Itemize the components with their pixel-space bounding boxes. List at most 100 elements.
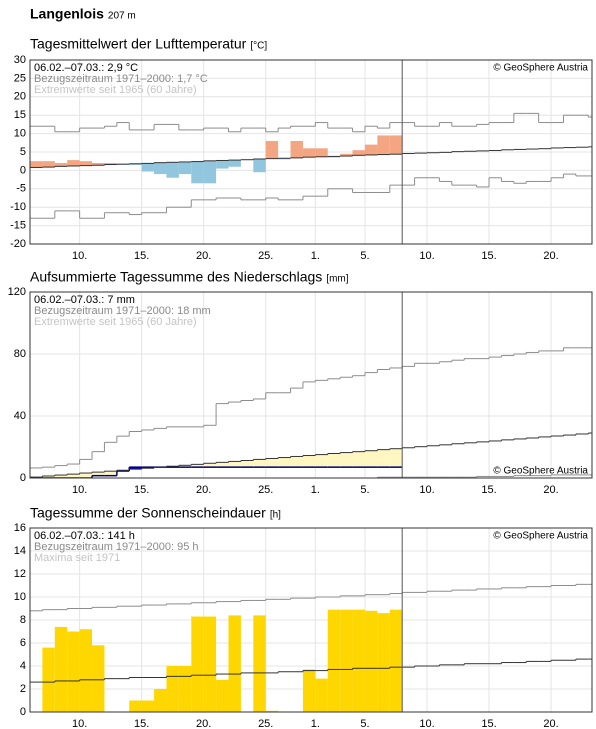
- x-tick-label: 1.: [311, 718, 320, 729]
- anomaly-bar: [79, 161, 93, 166]
- anomaly-bar: [377, 135, 390, 155]
- bar: [302, 669, 316, 712]
- anomaly-bar: [166, 162, 179, 178]
- chart-panel: Tagessumme der Sonnenscheindauer [h] 0 2 4 6 8…: [14, 505, 593, 729]
- station-elevation: 207 m: [108, 11, 136, 22]
- bar: [253, 615, 266, 712]
- anomaly-bar: [315, 148, 328, 157]
- bar: [389, 609, 403, 712]
- x-tick-label: 15.: [481, 250, 496, 262]
- x-tick-label: 1.: [311, 484, 320, 496]
- bar: [129, 700, 142, 712]
- anomaly-bar: [141, 163, 155, 172]
- x-tick-label: 20.: [543, 484, 558, 496]
- anomaly-bar: [79, 473, 93, 478]
- source-credit: © GeoSphere Austria: [493, 531, 588, 542]
- anomaly-bar: [302, 455, 316, 468]
- x-tick-label: 15.: [134, 718, 149, 729]
- bar: [340, 609, 353, 712]
- chart-panel: Aufsummierte Tagessumme des Niederschlag…: [8, 269, 593, 496]
- anomaly-bar: [327, 156, 341, 158]
- anomaly-bar: [154, 162, 167, 175]
- y-tick-label: 0: [20, 706, 26, 718]
- y-tick-label: 4: [20, 660, 26, 672]
- anomaly-bar: [104, 163, 117, 165]
- anomaly-bar: [290, 456, 303, 468]
- plot-area: [30, 583, 592, 712]
- anomaly-bar: [42, 161, 55, 168]
- bar: [67, 631, 80, 712]
- x-tick-label: 5.: [360, 718, 369, 729]
- anomaly-bar: [54, 475, 68, 478]
- x-tick-label: 10.: [419, 250, 434, 262]
- x-tick-label: 20.: [196, 250, 211, 262]
- anomaly-bar: [315, 454, 328, 468]
- x-tick-label: 1.: [311, 250, 320, 262]
- bar: [364, 610, 378, 712]
- x-tick-label: 25.: [258, 484, 273, 496]
- y-tick-label: 6: [20, 637, 26, 649]
- anomaly-bar: [191, 161, 204, 184]
- chart-title: Tagessumme der Sonnenscheindauer: [30, 505, 266, 521]
- y-tick-label: 14: [14, 545, 26, 557]
- station-name: Langenlois: [30, 6, 104, 22]
- chart-title: Aufsummierte Tagessumme des Niederschlag…: [30, 269, 322, 285]
- info-note: Extremwerte seit 1965 (60 Jahre): [34, 84, 197, 96]
- x-tick-label: 25.: [258, 718, 273, 729]
- anomaly-bar: [389, 135, 403, 155]
- x-tick-label: 20.: [543, 718, 558, 729]
- anomaly-bar: [340, 452, 353, 468]
- anomaly-bar: [203, 463, 217, 468]
- anomaly-bar: [364, 144, 378, 155]
- y-tick-label: -15: [10, 220, 26, 232]
- unit-label: [°C]: [250, 41, 267, 52]
- anomaly-bar: [240, 460, 254, 468]
- anomaly-bar: [42, 475, 55, 478]
- bar: [141, 700, 155, 712]
- anomaly-bar: [216, 462, 229, 468]
- bar: [154, 689, 167, 712]
- bar: [79, 629, 93, 712]
- y-tick-label: -5: [16, 183, 26, 195]
- x-tick-label: 15.: [481, 484, 496, 496]
- anomaly-bar: [278, 457, 291, 468]
- x-tick-label: 5.: [360, 484, 369, 496]
- anomaly-bar: [352, 451, 365, 468]
- x-tick-label: 25.: [258, 250, 273, 262]
- x-tick-label: 10.: [419, 718, 434, 729]
- anomaly-bar: [67, 160, 80, 166]
- anomaly-bar: [265, 140, 279, 159]
- x-tick-label: 15.: [481, 718, 496, 729]
- plot-area: [30, 347, 592, 478]
- anomaly-bar: [67, 474, 80, 478]
- anomaly-bar: [265, 458, 279, 468]
- y-tick-label: 20: [14, 91, 26, 103]
- y-tick-label: 15: [14, 109, 26, 121]
- y-tick-label: 40: [14, 410, 26, 422]
- x-tick-label: 15.: [134, 250, 149, 262]
- bar: [265, 710, 279, 712]
- info-note: 06.02.–07.03.: 141 h: [34, 530, 135, 542]
- anomaly-bar: [191, 464, 204, 468]
- bar: [203, 616, 217, 712]
- info-note: Bezugszeitraum 1971–2000: 1,7 °C: [34, 73, 208, 85]
- anomaly-bar: [92, 163, 105, 166]
- y-tick-label: -20: [10, 238, 26, 250]
- anomaly-bar: [364, 450, 378, 468]
- y-tick-label: 2: [20, 683, 26, 695]
- bar: [54, 626, 68, 712]
- y-tick-label: 0: [20, 164, 26, 176]
- bar: [315, 678, 328, 712]
- bar: [377, 613, 390, 712]
- bar: [228, 615, 241, 712]
- x-tick-label: 20.: [196, 718, 211, 729]
- x-tick-label: 5.: [360, 250, 369, 262]
- x-tick-label: 20.: [196, 484, 211, 496]
- chart-panel: Tagesmittelwert der Lufttemperatur [°C] -2…: [10, 36, 593, 262]
- anomaly-bar: [129, 467, 142, 470]
- anomaly-bar: [340, 153, 353, 157]
- unit-label: [mm]: [326, 274, 348, 285]
- x-tick-label: 20.: [543, 250, 558, 262]
- y-tick-label: 16: [14, 522, 26, 534]
- y-tick-label: 30: [14, 54, 26, 66]
